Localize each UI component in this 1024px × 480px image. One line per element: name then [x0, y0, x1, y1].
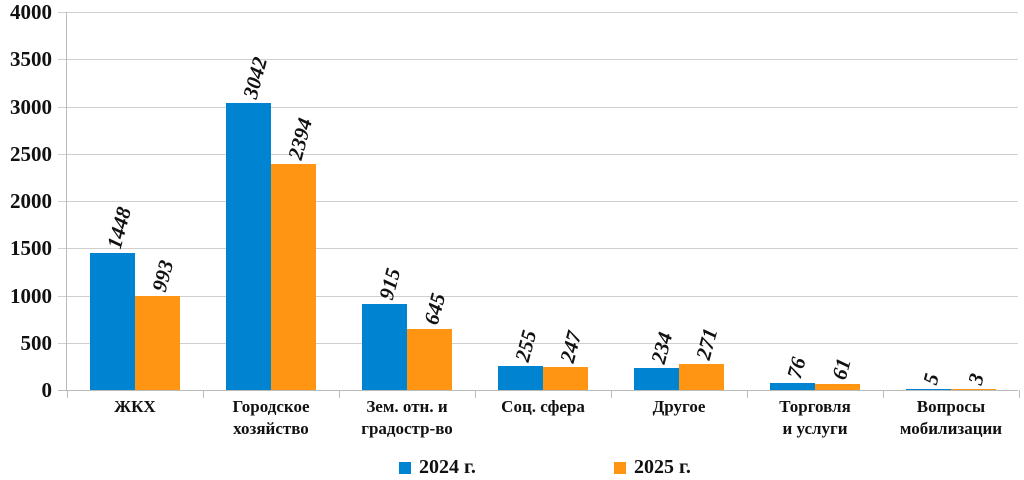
legend-label: 2025 г.	[634, 456, 691, 478]
y-tick-label: 1500	[10, 236, 52, 260]
bar-2024	[362, 303, 407, 390]
category-label: Соц. сфера	[475, 396, 611, 418]
y-tick-label: 2500	[10, 142, 52, 166]
category-label: Зем. отн. и градостр-во	[339, 396, 475, 440]
category-label: Другое	[611, 396, 747, 418]
x-tick-mark	[883, 390, 884, 398]
legend-item-2025: 2025 г.	[614, 456, 691, 479]
gridline	[58, 248, 1018, 249]
category-label-line: Зем. отн. и	[366, 397, 448, 416]
value-label: 271	[691, 325, 723, 363]
y-tick-label: 4000	[10, 0, 52, 24]
legend-swatch	[614, 461, 626, 474]
bar-2025	[543, 366, 588, 390]
category-label-line: Соц. сфера	[501, 397, 585, 416]
value-label: 3042	[238, 53, 273, 101]
category-label-line: мобилизации	[899, 419, 1003, 438]
gridline	[58, 296, 1018, 297]
gridline	[58, 59, 1018, 60]
gridline	[58, 154, 1018, 155]
category-label: Вопросы мобилизации	[883, 396, 1019, 440]
category-label: Городское хозяйство	[203, 396, 339, 440]
gridline	[58, 12, 1018, 13]
value-label: 5	[918, 370, 944, 388]
bar-2025	[407, 329, 452, 390]
category-label-line: Торговля	[779, 397, 851, 416]
x-tick-mark	[1019, 390, 1020, 398]
category-label: Торговля и услуги	[747, 396, 883, 440]
value-label: 247	[555, 328, 587, 365]
legend-item-2024: 2024 г.	[399, 456, 476, 479]
category-label-line: Вопросы	[916, 397, 986, 416]
bar-2024	[90, 253, 135, 390]
legend-swatch	[399, 461, 411, 474]
bar-2024	[226, 102, 271, 390]
value-label: 993	[147, 257, 179, 295]
x-tick-mark	[67, 390, 68, 398]
value-label: 61	[827, 355, 856, 383]
y-tick-label: 2000	[10, 189, 52, 213]
bar-2025	[679, 364, 724, 390]
y-tick-label: 500	[20, 331, 53, 355]
bar-2025	[271, 163, 316, 390]
gridline	[58, 201, 1018, 202]
bar-2024	[634, 367, 679, 390]
x-tick-mark	[475, 390, 476, 398]
category-label: ЖКХ	[67, 396, 203, 418]
category-label-line: Другое	[652, 397, 706, 416]
gridline	[58, 343, 1018, 344]
value-label: 3	[963, 370, 989, 388]
legend-label: 2024 г.	[419, 456, 476, 478]
value-label: 1448	[102, 204, 137, 252]
bar-2025	[815, 384, 860, 390]
y-tick-label: 1000	[10, 284, 52, 308]
y-tick-label: 3500	[10, 47, 52, 71]
x-tick-mark	[611, 390, 612, 398]
y-tick-label: 3000	[10, 95, 52, 119]
bar-2025	[135, 296, 180, 390]
x-tick-mark	[203, 390, 204, 398]
value-label: 234	[646, 329, 678, 367]
category-label-line: ЖКХ	[114, 397, 156, 416]
y-axis	[66, 12, 67, 390]
bar-2025	[951, 389, 996, 390]
value-label: 2394	[283, 115, 318, 162]
y-tick-label: 0	[41, 378, 53, 402]
gridline	[58, 107, 1018, 108]
bar-2024	[498, 365, 543, 390]
category-label-line: градостр-во	[361, 419, 453, 438]
x-tick-mark	[339, 390, 340, 398]
value-label: 255	[510, 327, 542, 365]
x-tick-mark	[747, 390, 748, 398]
category-label-line: и услуги	[782, 419, 848, 438]
bar-2024	[906, 389, 951, 390]
category-label-line: хозяйство	[233, 419, 309, 438]
bar-2024	[770, 382, 815, 390]
value-label: 76	[782, 354, 811, 382]
category-label-line: Городское	[232, 397, 310, 416]
x-axis	[58, 390, 1018, 391]
